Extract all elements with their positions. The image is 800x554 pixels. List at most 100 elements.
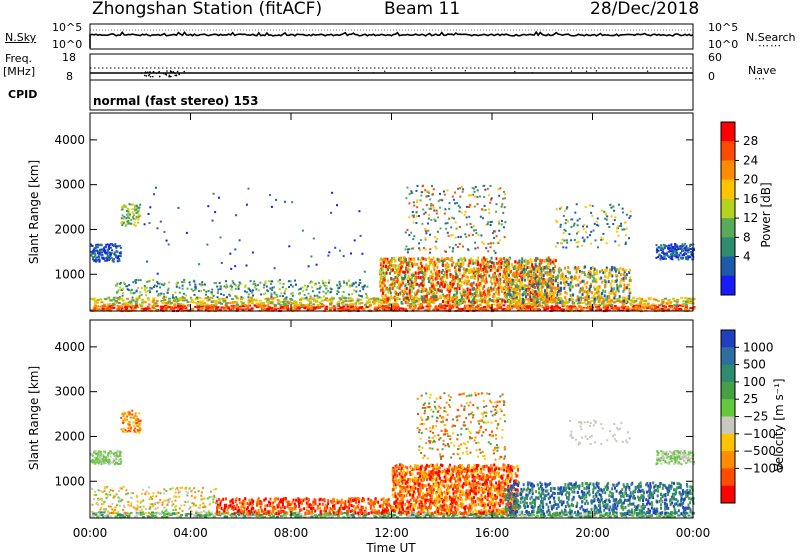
- scatter-cell: [622, 302, 626, 305]
- scatter-cell: [471, 299, 474, 303]
- scatter-cell: [220, 302, 224, 305]
- freq-dot: [170, 71, 173, 73]
- scatter-cell: [608, 301, 612, 304]
- scatter-cell: [138, 215, 141, 217]
- scatter-cell: [181, 281, 184, 284]
- scatter-cell: [270, 307, 274, 310]
- scatter-cell: [441, 199, 444, 202]
- scatter-cell: [530, 305, 534, 308]
- scatter-cell: [231, 298, 234, 300]
- scatter-cell: [431, 193, 434, 196]
- scatter-cell: [624, 268, 627, 272]
- scatter-cell: [517, 299, 520, 303]
- scatter-cell: [620, 284, 623, 288]
- scatter-cell: [412, 216, 415, 219]
- colorbar-tick-label: 28: [743, 134, 758, 148]
- scatter-cell: [303, 294, 306, 296]
- scatter-cell: [621, 309, 625, 312]
- scatter-cell: [350, 308, 354, 311]
- freq-dot: [158, 75, 161, 78]
- scatter-cell: [644, 515, 648, 518]
- scatter-cell: [218, 301, 222, 304]
- scatter-cell: [598, 304, 602, 307]
- scatter-cell: [419, 258, 422, 262]
- scatter-cell: [448, 306, 452, 309]
- scatter-cell: [472, 281, 475, 285]
- nsky-line: [89, 30, 694, 37]
- scatter-cell: [461, 190, 464, 193]
- scatter-cell: [431, 262, 434, 266]
- scatter-cell: [425, 305, 429, 308]
- scatter-cell: [511, 263, 513, 267]
- scatter-cell: [97, 250, 100, 253]
- scatter-cell: [573, 239, 576, 241]
- scatter-cell: [613, 209, 616, 212]
- scatter-cell: [419, 261, 422, 265]
- scatter-cell: [476, 307, 480, 310]
- scatter-cell: [392, 264, 395, 267]
- scatter-cell: [459, 257, 462, 261]
- scatter-cell: [662, 250, 665, 253]
- scatter-cell: [253, 304, 257, 307]
- nsearch-tick-top: 10^5: [708, 21, 739, 34]
- scatter-cell: [443, 297, 446, 301]
- scatter-cell: [446, 263, 449, 267]
- scatter-cell: [404, 284, 407, 288]
- scatter-cell: [399, 291, 402, 295]
- scatter-cell: [685, 258, 688, 261]
- scatter-cell: [421, 271, 423, 274]
- scatter-cell: [295, 303, 299, 306]
- scatter-cell: [445, 305, 449, 307]
- scatter-cell: [450, 226, 453, 229]
- scatter-cell: [377, 298, 381, 301]
- scatter-cell: [528, 274, 531, 277]
- scatter-cell: [537, 303, 541, 306]
- cpid-mode: normal (fast stereo) 153: [93, 94, 259, 108]
- scatter-cell: [488, 212, 491, 214]
- scatter-cell: [535, 305, 539, 308]
- scatter-cell: [224, 306, 228, 309]
- scatter-cell: [660, 303, 664, 306]
- scatter-cell: [413, 302, 417, 305]
- scatter-cell: [165, 296, 168, 299]
- scatter-cell: [321, 279, 324, 282]
- scatter-cell: [299, 301, 302, 304]
- scatter-cell: [137, 213, 140, 216]
- scatter-cell: [151, 306, 155, 309]
- scatter-cell: [92, 252, 95, 255]
- scatter-cell: [533, 269, 535, 273]
- scatter-cell: [662, 243, 665, 246]
- scatter-cell: [446, 273, 448, 277]
- scatter-cell: [524, 278, 526, 282]
- power-scatter: [90, 184, 696, 313]
- scatter-cell: [552, 282, 554, 286]
- scatter-cell: [239, 300, 243, 303]
- scatter-cell: [562, 278, 565, 281]
- scatter-cell: [461, 276, 464, 280]
- scatter-cell: [404, 296, 407, 300]
- scatter-cell: [112, 298, 116, 301]
- scatter-cell: [527, 289, 529, 293]
- scatter-cell: [492, 287, 495, 291]
- scatter-cell: [384, 271, 387, 275]
- scatter-cell: [428, 290, 431, 294]
- scatter-cell: [255, 288, 258, 291]
- scatter-cell: [586, 303, 590, 306]
- scatter-cell: [337, 291, 340, 294]
- scatter-cell: [483, 204, 486, 207]
- scatter-cell: [466, 293, 469, 297]
- scatter-cell: [401, 265, 404, 269]
- scatter-cell: [480, 277, 483, 281]
- scatter-cell: [628, 283, 630, 287]
- scatter-cell: [328, 279, 331, 282]
- scatter-cell: [114, 300, 118, 302]
- scatter-cell: [443, 212, 446, 215]
- scatter-cell: [593, 299, 596, 303]
- scatter-cell: [455, 227, 458, 230]
- scatter-cell: [517, 307, 520, 310]
- scatter-cell: [399, 268, 402, 272]
- scatter-cell: [573, 305, 577, 308]
- scatter-cell: [193, 280, 196, 283]
- scatter-cell: [656, 306, 660, 309]
- scatter-cell: [449, 289, 452, 292]
